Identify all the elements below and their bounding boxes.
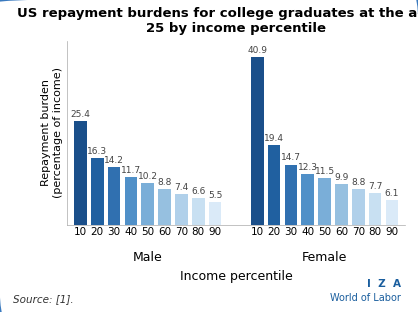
Text: 5.5: 5.5 [208,191,222,200]
Text: Source: [1].: Source: [1]. [13,294,73,304]
Text: 40.9: 40.9 [247,46,267,55]
Bar [285,164,297,225]
Bar [369,193,382,225]
Bar [335,184,348,225]
Bar [352,189,364,225]
Title: US repayment burdens for college graduates at the age of
25 by income percentile: US repayment burdens for college graduat… [17,7,418,35]
Bar [74,121,87,225]
Text: 25.4: 25.4 [70,110,90,119]
Text: 8.8: 8.8 [158,178,172,187]
Text: 6.6: 6.6 [191,187,206,196]
Text: 14.2: 14.2 [104,155,124,164]
Bar [386,200,398,225]
Bar [251,57,263,225]
Text: World of Labor: World of Labor [330,293,401,303]
Text: I  Z  A: I Z A [367,279,401,289]
Text: 9.9: 9.9 [334,173,349,182]
Bar [318,178,331,225]
Text: 10.2: 10.2 [138,172,158,181]
Text: Male: Male [133,251,163,264]
Bar [141,183,154,225]
Bar [192,197,204,225]
Bar [301,174,314,225]
Text: 16.3: 16.3 [87,147,107,156]
Bar [108,167,120,225]
Text: 7.4: 7.4 [174,183,189,192]
Bar [175,194,188,225]
Bar [268,145,280,225]
Y-axis label: Repayment burden
(percentage of income): Repayment burden (percentage of income) [41,67,63,198]
Text: 11.5: 11.5 [314,167,335,176]
Text: Income percentile: Income percentile [180,270,293,283]
Text: Female: Female [302,251,347,264]
Text: 19.4: 19.4 [264,134,284,143]
Bar [209,202,222,225]
Text: 7.7: 7.7 [368,182,382,191]
Text: 12.3: 12.3 [298,163,318,172]
Bar [91,158,104,225]
Bar [125,177,137,225]
Text: 14.7: 14.7 [281,154,301,163]
Text: 6.1: 6.1 [385,189,399,197]
Bar [158,189,171,225]
Text: 8.8: 8.8 [351,178,365,187]
Text: 11.7: 11.7 [121,166,141,175]
